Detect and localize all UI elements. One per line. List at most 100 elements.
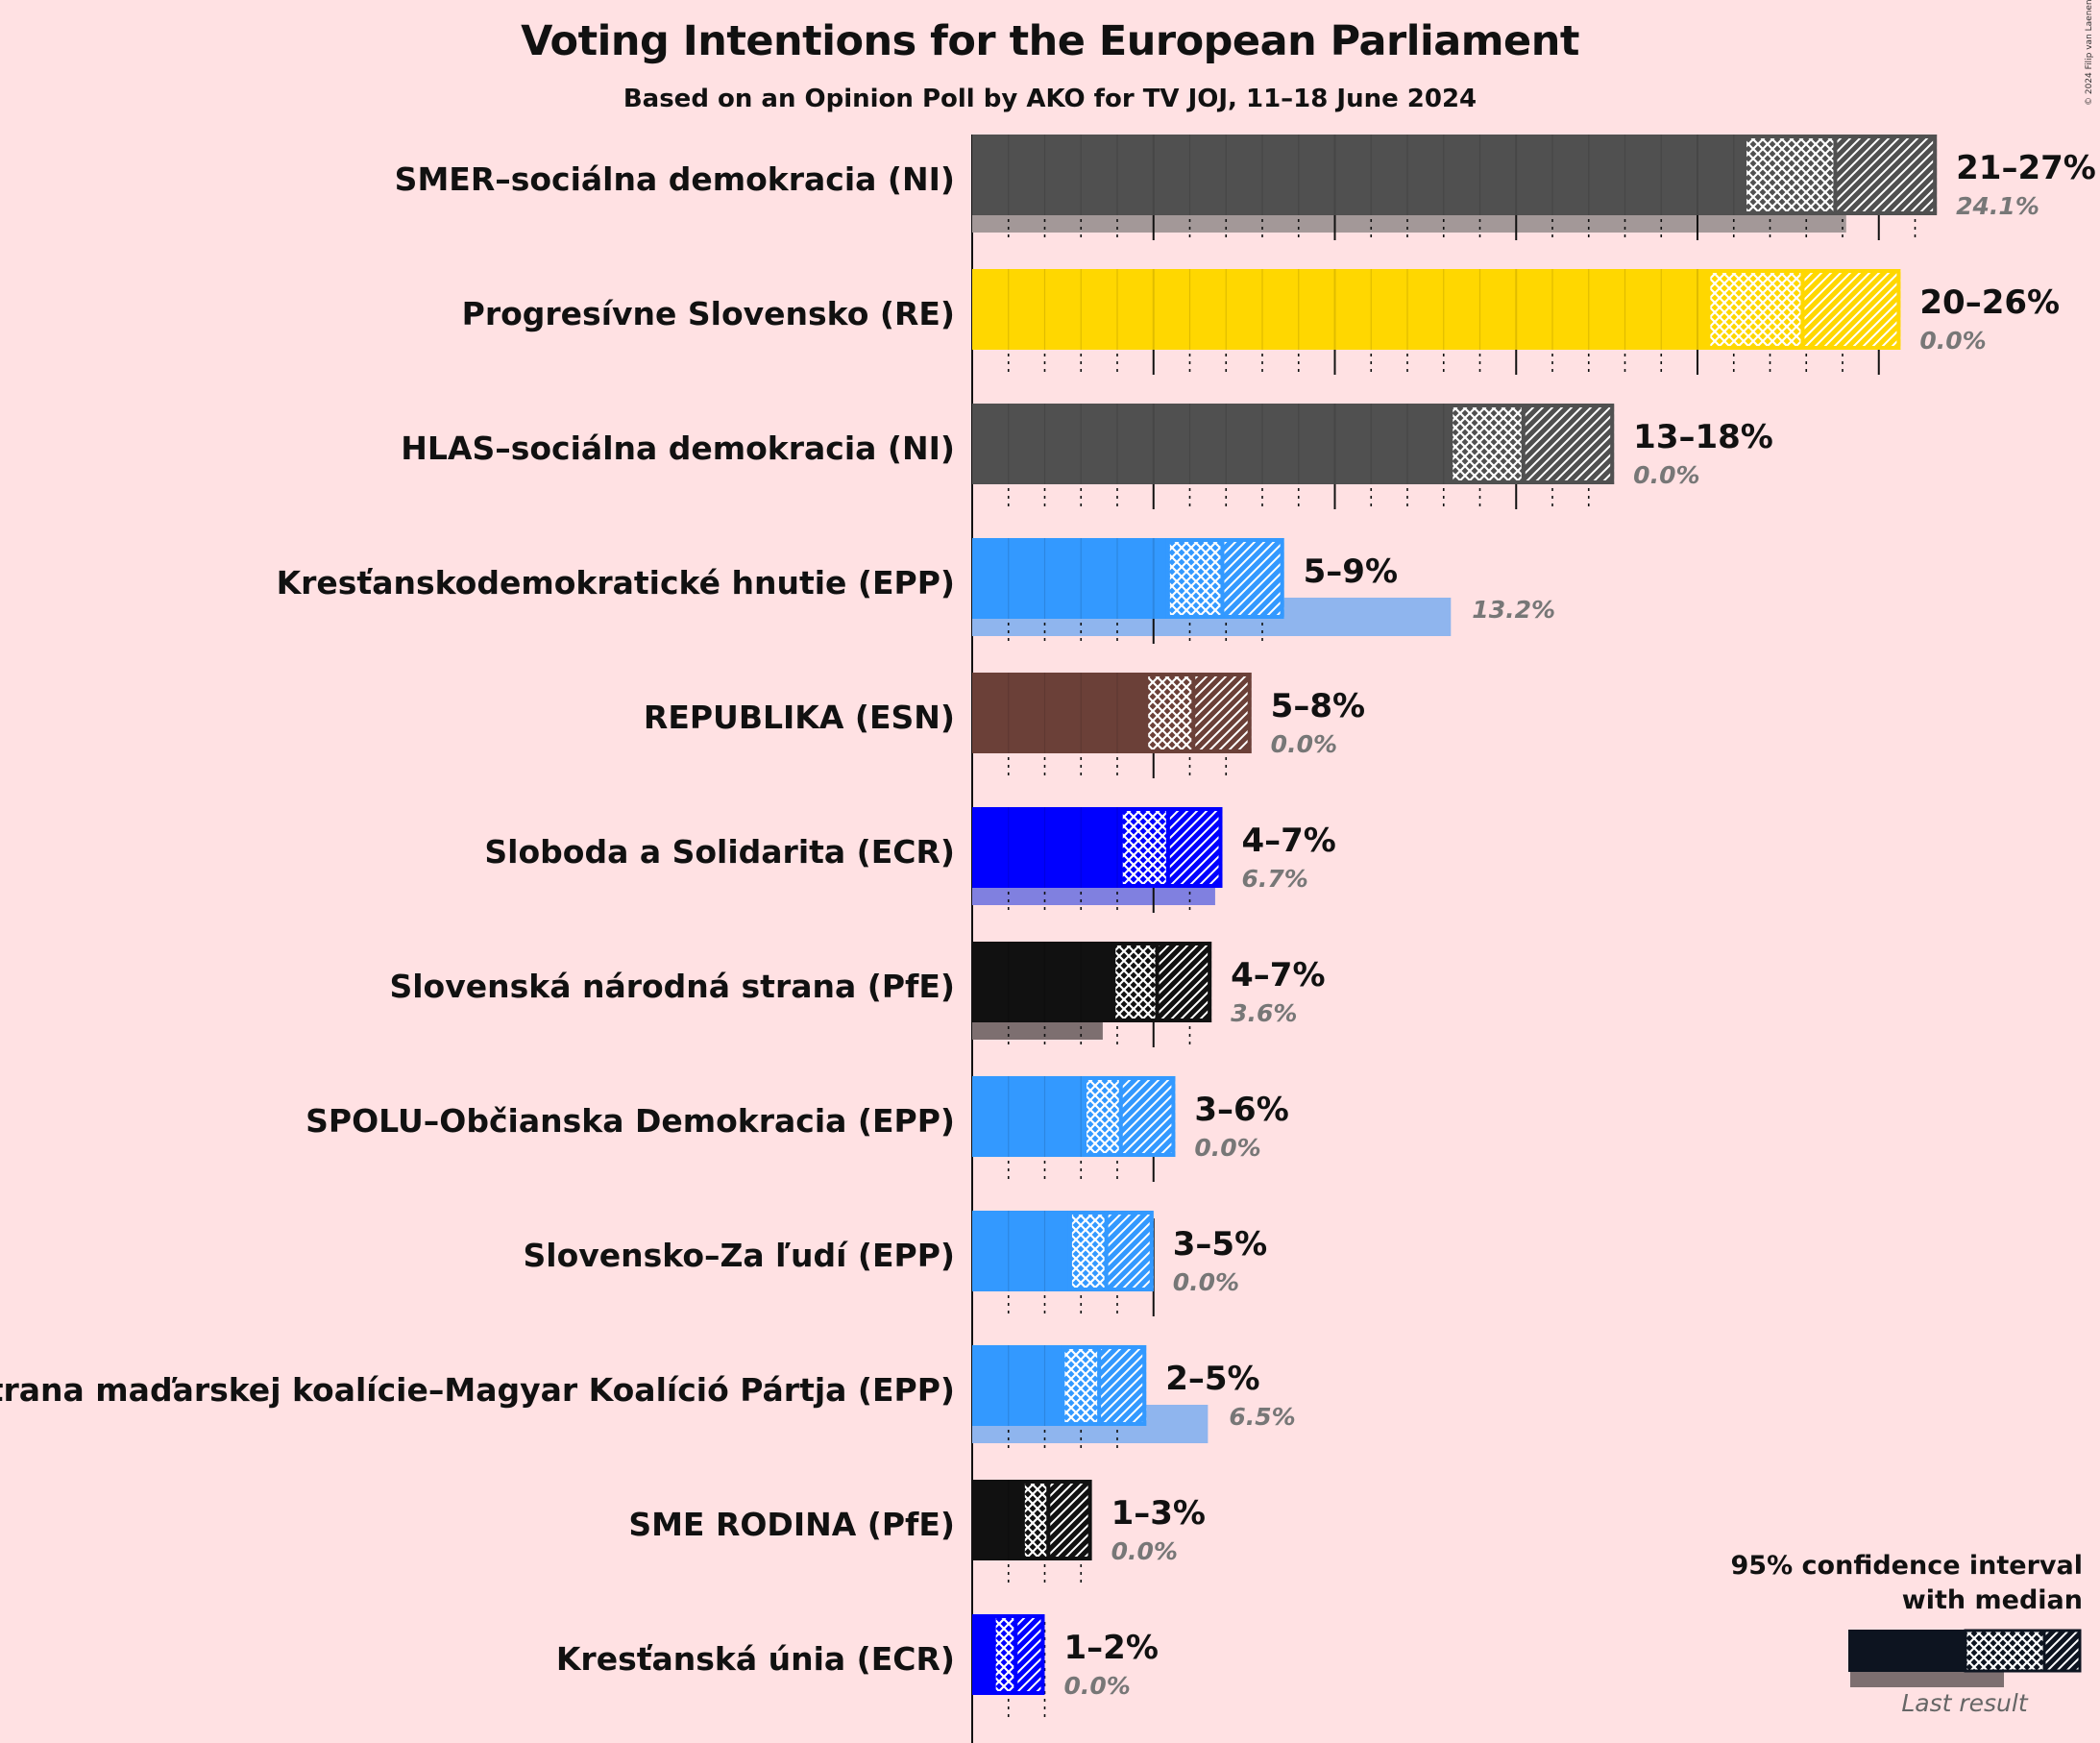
ci-solid-bar [972,135,1746,215]
legend-title-line2: with median [1901,1584,2083,1615]
party-label: SPOLU–Občianska Demokracia (EPP) [305,1102,955,1140]
range-label: 1–2% [1064,1629,1159,1667]
party-row: REPUBLIKA (ESN) 5–8% 0.0% [644,673,1365,807]
party-label: Strana maďarskej koalície–Magyar Koalíci… [0,1371,955,1409]
party-label: Kresťanskodemokratické hnutie (EPP) [277,564,955,601]
party-label: Kresťanská únia (ECR) [556,1640,955,1678]
ci-lower-hatch [993,1614,1016,1695]
ci-upper-hatch [1835,135,1938,215]
range-label: 2–5% [1165,1360,1259,1398]
range-label: 20–26% [1919,283,2060,322]
party-label: HLAS–sociálna demokracia (NI) [401,430,955,467]
ci-outline [1743,135,1938,215]
ci-upper-hatch [1015,1614,1045,1695]
party-row: SMER–sociálna demokracia (NI) 21–27% 24.1% [395,135,2096,269]
range-label: 13–18% [1633,418,1773,456]
party-row: Slovenská národná strana (PfE) 4–7% 3.6% [389,942,1326,1076]
last-result-label: 0.0% [1271,730,1337,758]
legend-upper-hatch [2044,1630,2081,1672]
ci-upper-hatch [1222,538,1284,619]
ci-solid-bar [972,404,1452,484]
ci-outline [991,1614,1045,1695]
ci-upper-hatch [1523,404,1615,484]
ci-lower-hatch [1062,1345,1100,1426]
range-label: 5–8% [1271,687,1365,725]
party-row: Kresťanská únia (ECR) 1–2% 0.0% [556,1614,1159,1743]
last-result-label: 6.7% [1241,865,1307,893]
ci-solid-bar [972,673,1147,753]
last-result-label: 3.6% [1231,999,1297,1027]
ci-solid-bar [972,942,1114,1022]
ci-outline [1449,404,1615,484]
ci-upper-hatch [1099,1345,1147,1426]
ci-solid-bar [972,1345,1063,1426]
party-row: Sloboda a Solidarita (ECR) 4–7% 6.7% [484,807,1336,942]
last-result-label: 0.0% [1173,1268,1239,1296]
ci-outline [1020,1480,1092,1560]
legend-last-result-label: Last result [1901,1689,2028,1717]
ci-lower-hatch [1146,673,1194,753]
last-result-label: 13.2% [1472,596,1555,624]
legend-title-line1: 95% confidence interval [1730,1551,2083,1581]
ci-outline [1144,673,1252,753]
range-label: 3–5% [1173,1225,1267,1264]
ci-solid-bar [972,1076,1086,1157]
legend-outline [1964,1629,2082,1673]
ci-upper-hatch [1193,673,1252,753]
last-result-label: 24.1% [1956,192,2039,220]
party-row: Strana maďarskej koalície–Magyar Koalíci… [0,1345,1296,1480]
last-result-label: 0.0% [1064,1672,1131,1700]
ci-lower-hatch [1085,1076,1121,1157]
last-result-label: 0.0% [1633,461,1699,489]
ci-outline [1118,807,1223,888]
party-label: SME RODINA (PfE) [628,1506,955,1543]
ci-upper-hatch [1120,1076,1176,1157]
ci-lower-hatch [1022,1480,1049,1560]
party-row: HLAS–sociálna demokracia (NI) 13–18% 0.0% [401,404,1773,538]
chart-title: Voting Intentions for the European Parli… [521,17,1579,65]
legend-title: 95% confidence interval with median [1731,1549,2083,1617]
party-label: Slovenská národná strana (PfE) [389,968,955,1005]
ci-outline [1111,942,1212,1022]
ci-upper-hatch [1802,269,1901,350]
range-label: 5–9% [1304,552,1398,591]
range-label: 3–6% [1194,1091,1288,1129]
ci-lower-hatch [1451,404,1524,484]
last-result-label: 6.5% [1229,1403,1295,1431]
range-label: 4–7% [1241,822,1335,860]
party-row: Progresívne Slovensko (RE) 20–26% 0.0% [462,269,2060,404]
ci-outline [1165,538,1284,619]
ci-lower-hatch [1167,538,1223,619]
party-row: SPOLU–Občianska Demokracia (EPP) 3–6% 0.0% [305,1076,1289,1211]
ci-lower-hatch [1113,942,1158,1022]
ci-solid-bar [972,1480,1023,1560]
ci-upper-hatch [1106,1211,1154,1291]
last-result-label: 0.0% [1111,1537,1178,1565]
ci-solid-bar [972,807,1121,888]
ci-solid-bar [972,269,1709,350]
party-label: Progresívne Slovensko (RE) [462,295,955,332]
party-label: Sloboda a Solidarita (ECR) [484,833,955,871]
ci-lower-hatch [1708,269,1803,350]
ci-lower-hatch [1069,1211,1107,1291]
ci-upper-hatch [1048,1480,1092,1560]
last-result-label: 0.0% [1194,1134,1260,1162]
range-label: 4–7% [1231,956,1325,994]
ci-upper-hatch [1167,807,1223,888]
party-label: REPUBLIKA (ESN) [644,699,955,736]
ci-outline [1083,1076,1176,1157]
last-result-label: 0.0% [1919,327,1986,355]
range-label: 1–3% [1111,1494,1206,1533]
legend-solid [1848,1630,1966,1672]
ci-outline [1067,1211,1154,1291]
ci-lower-hatch [1120,807,1168,888]
ci-solid-bar [972,1614,994,1695]
party-row: SME RODINA (PfE) 1–3% 0.0% [628,1480,1206,1614]
ci-upper-hatch [1157,942,1212,1022]
party-row: Kresťanskodemokratické hnutie (EPP) 5–9% 1… [277,538,1555,673]
party-label: Slovensko–Za ľudí (EPP) [523,1237,955,1274]
ci-solid-bar [972,538,1168,619]
legend-swatch [1848,1629,2082,1687]
chart-subtitle: Based on an Opinion Poll by AKO for TV J… [623,85,1477,113]
